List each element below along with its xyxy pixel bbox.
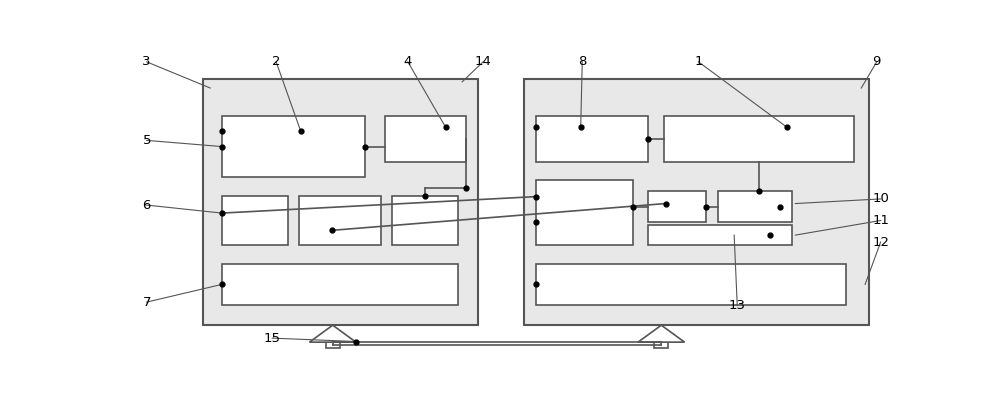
Text: 6: 6 [143,198,151,212]
Text: 3: 3 [142,55,151,68]
Bar [536,264,846,305]
Bar [664,116,854,162]
Bar [326,342,340,348]
Text: 15: 15 [264,332,281,345]
Bar [648,225,792,245]
Bar [299,196,381,245]
Bar [536,180,633,245]
Text: 10: 10 [872,192,889,206]
Text: 4: 4 [404,55,412,68]
Text: 11: 11 [872,214,889,227]
Text: 8: 8 [578,55,586,68]
Text: 5: 5 [142,134,151,147]
Polygon shape [309,325,356,342]
Bar [718,191,792,222]
Text: 2: 2 [272,55,280,68]
Polygon shape [638,325,685,342]
Text: 9: 9 [873,55,881,68]
Text: 14: 14 [475,55,491,68]
Bar [536,116,648,162]
Text: 7: 7 [142,296,151,309]
Bar [222,116,365,177]
Bar [392,196,458,245]
Bar [202,79,478,325]
Text: 13: 13 [729,299,746,312]
Bar [654,342,668,348]
Bar [222,264,458,305]
Bar [385,116,466,162]
Text: 12: 12 [872,236,889,248]
Text: 1: 1 [694,55,703,68]
Bar [222,196,288,245]
Bar [648,191,706,222]
Bar [524,79,869,325]
